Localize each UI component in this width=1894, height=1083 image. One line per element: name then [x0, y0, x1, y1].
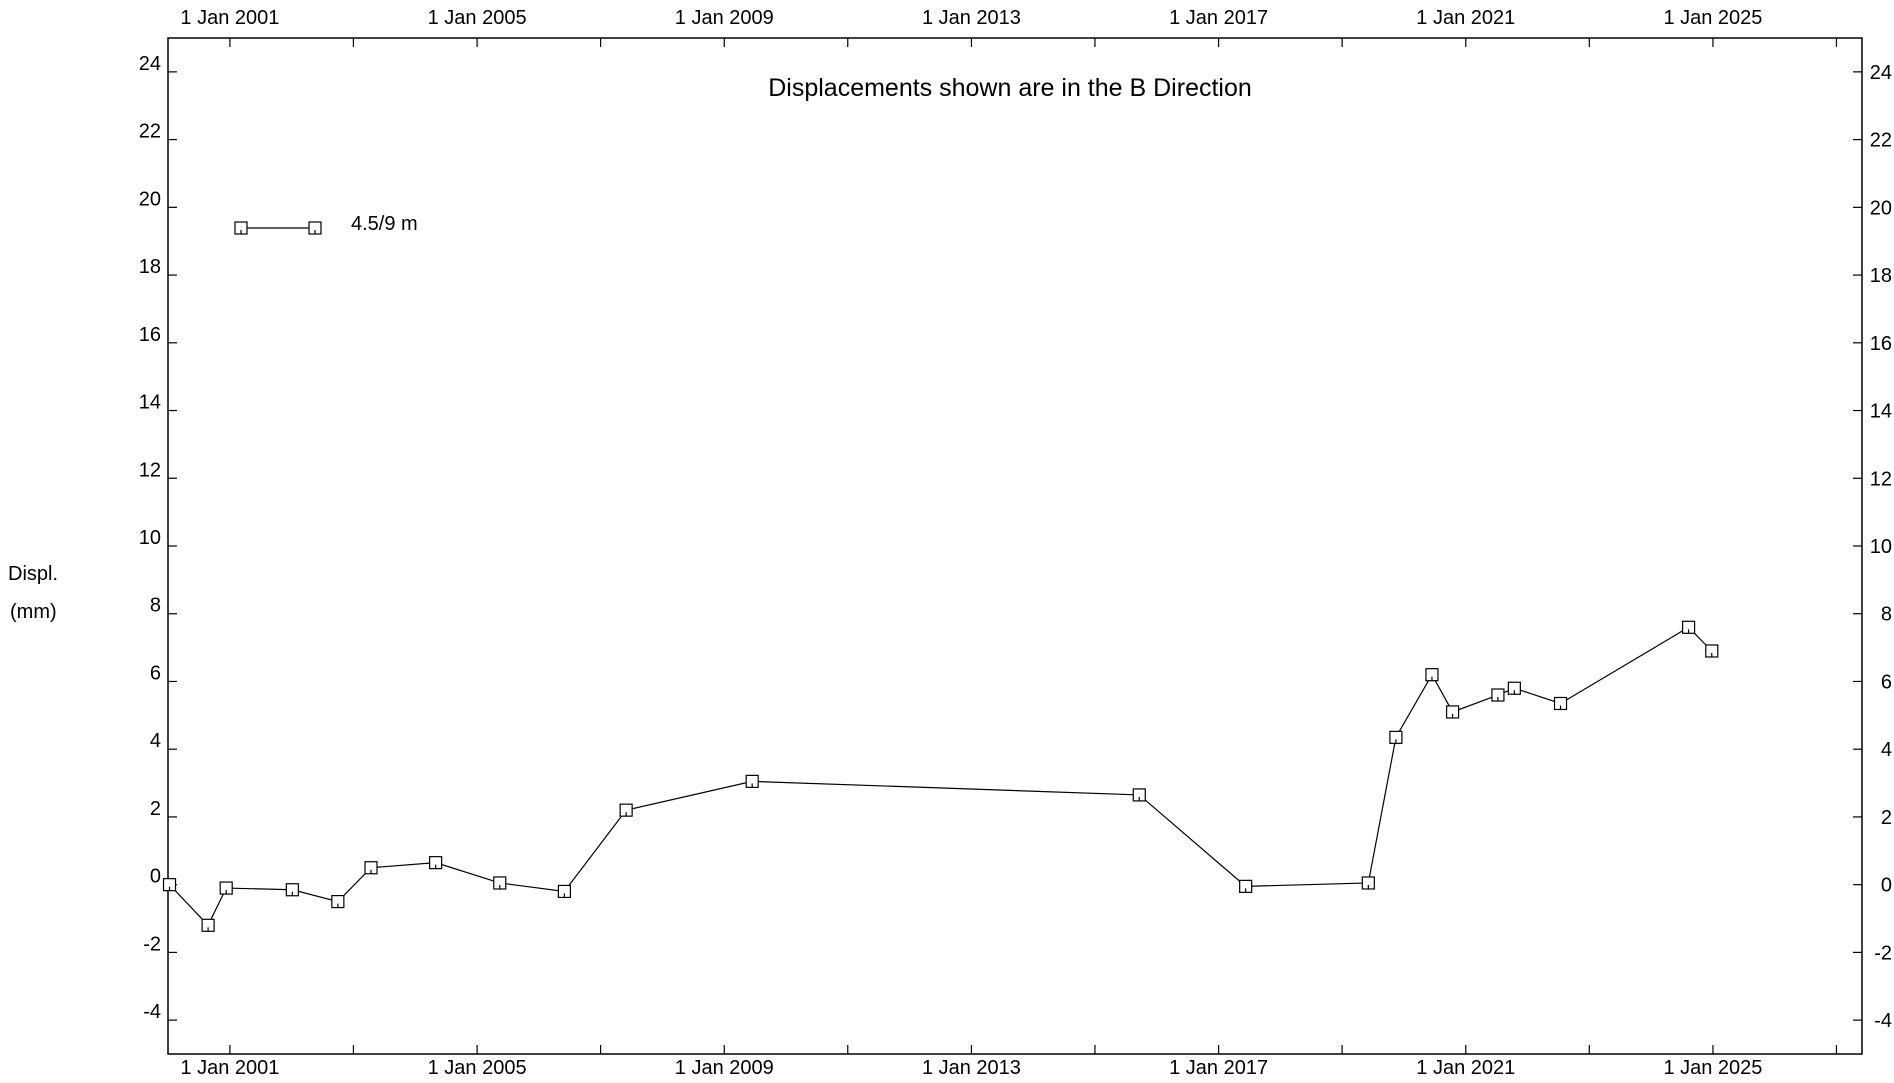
x-tick-label-top: 1 Jan 2025 [1663, 7, 1762, 29]
y-tick-label-right: 2 [1881, 807, 1892, 829]
y-tick-label-left: 2 [150, 798, 161, 820]
data-point-marker [1507, 681, 1521, 695]
plot-area-frame [167, 37, 1863, 1055]
axis-ticks [168, 38, 1862, 1054]
chart-title: Displacements shown are in the B Directi… [768, 74, 1252, 102]
data-point-marker [1425, 668, 1439, 682]
data-point-marker [493, 876, 507, 890]
y-axis-label-line-1: Displ. [8, 563, 58, 585]
data-point-marker [429, 856, 443, 870]
data-point-marker [1553, 696, 1568, 711]
y-tick-label-right: 16 [1870, 333, 1892, 355]
y-tick-label-right: 0 [1881, 875, 1892, 897]
y-tick-label-left: 6 [150, 662, 161, 684]
y-tick-label-right: 8 [1881, 604, 1892, 626]
y-tick-label-left: 22 [139, 121, 161, 143]
y-tick-label-left: 14 [139, 392, 161, 414]
y-tick-label-left: 8 [150, 595, 161, 617]
data-point-marker [1491, 688, 1505, 702]
x-tick-label-top: 1 Jan 2005 [428, 7, 527, 29]
y-tick-label-left: 16 [139, 324, 161, 346]
data-point-marker [1239, 879, 1253, 893]
data-point-marker [1681, 620, 1696, 634]
y-tick-label-right: 24 [1870, 62, 1892, 84]
series-line [169, 626, 1713, 927]
y-tick-label-left: 4 [150, 730, 161, 752]
x-tick-label-bottom: 1 Jan 2013 [922, 1057, 1021, 1078]
data-point-marker [619, 803, 633, 817]
x-tick-label-top: 1 Jan 2009 [675, 7, 774, 29]
legend-marker [234, 221, 248, 235]
y-tick-label-left: 12 [139, 459, 161, 481]
x-tick-label-top: 1 Jan 2013 [922, 7, 1021, 29]
y-tick-label-right: -2 [1874, 942, 1892, 964]
y-tick-label-right: 18 [1870, 265, 1892, 287]
data-point-marker [1705, 644, 1719, 658]
x-tick-label-top: 1 Jan 2001 [180, 7, 279, 29]
data-point-marker [1361, 876, 1375, 890]
data-point-marker [219, 881, 233, 895]
y-tick-label-left: 20 [139, 188, 161, 210]
data-point-marker [364, 861, 378, 875]
legend-label: 4.5/9 m [351, 213, 418, 235]
data-point-marker [162, 878, 177, 892]
legend: 4.5/9 m [234, 213, 418, 235]
legend-marker [308, 221, 322, 235]
y-tick-label-right: 22 [1870, 130, 1892, 152]
y-tick-label-left: -2 [143, 933, 161, 955]
x-tick-label-top: 1 Jan 2021 [1416, 7, 1515, 29]
axis-tick-labels: 1 Jan 2001 1 Jan 2001 1 Jan 2005 1 Jan 2005… [139, 7, 1892, 1079]
y-tick-label-right: 12 [1870, 468, 1892, 490]
x-tick-label-bottom: 1 Jan 2025 [1663, 1057, 1762, 1078]
y-axis-label-line-2: (mm) [10, 601, 57, 623]
x-tick-label-bottom: 1 Jan 2017 [1169, 1057, 1268, 1078]
x-tick-label-bottom: 1 Jan 2005 [428, 1057, 527, 1078]
y-tick-label-left: 0 [150, 866, 161, 888]
y-tick-label-right: 20 [1870, 197, 1892, 219]
data-point-marker [1445, 705, 1460, 719]
data-point-marker [557, 884, 571, 899]
y-tick-label-left: 18 [139, 256, 161, 278]
y-tick-label-left: 24 [139, 53, 161, 75]
data-point-marker [745, 774, 759, 788]
y-tick-label-right: -4 [1874, 1010, 1892, 1032]
x-tick-label-bottom: 1 Jan 2021 [1416, 1057, 1515, 1078]
x-tick-label-top: 1 Jan 2017 [1169, 7, 1268, 29]
y-tick-label-right: 6 [1881, 671, 1892, 693]
x-tick-label-bottom: 1 Jan 2001 [180, 1057, 279, 1078]
y-tick-label-right: 10 [1870, 536, 1892, 558]
data-point-marker [201, 918, 215, 932]
y-tick-label-right: 14 [1870, 401, 1892, 423]
y-tick-label-right: 4 [1881, 739, 1892, 761]
data-point-marker [331, 894, 345, 909]
y-tick-label-left: 10 [139, 527, 161, 549]
series-layer [162, 620, 1719, 932]
x-tick-label-bottom: 1 Jan 2009 [675, 1057, 774, 1078]
data-point-marker [1132, 788, 1146, 802]
y-tick-label-left: -4 [143, 1001, 161, 1023]
data-point-marker [1389, 730, 1403, 744]
data-point-marker [285, 883, 299, 897]
